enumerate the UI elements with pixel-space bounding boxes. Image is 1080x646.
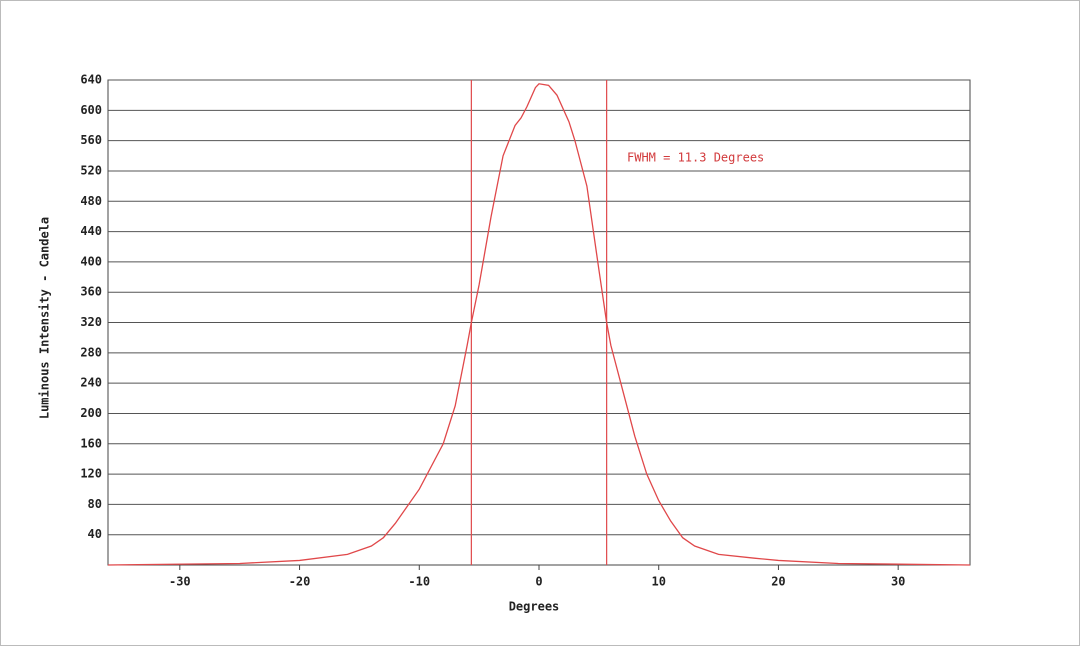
y-tick-label: 400 (80, 254, 102, 268)
y-tick-label: 560 (80, 133, 102, 147)
y-tick-label: 80 (88, 497, 102, 511)
x-tick-label: -20 (289, 575, 311, 589)
y-tick-label: 520 (80, 163, 102, 177)
y-tick-label: 240 (80, 376, 102, 390)
y-tick-label: 320 (80, 315, 102, 329)
y-tick-label: 200 (80, 406, 102, 420)
x-tick-label: 0 (535, 575, 542, 589)
annotation: FWHM = 11.3 Degrees (627, 151, 764, 165)
y-tick-label: 480 (80, 194, 102, 208)
y-tick-label: 440 (80, 224, 102, 238)
x-tick-label: 20 (771, 575, 785, 589)
x-tick-label: 30 (891, 575, 905, 589)
y-tick-label: 120 (80, 467, 102, 481)
y-tick-label: 160 (80, 436, 102, 450)
x-tick-label: -30 (169, 575, 191, 589)
y-tick-label: 280 (80, 345, 102, 359)
intensity-curve (107, 83, 971, 566)
x-axis-label: Degrees (509, 600, 560, 614)
y-tick-label: 360 (80, 285, 102, 299)
y-tick-label: 40 (88, 527, 102, 541)
x-tick-label: 10 (651, 575, 665, 589)
y-axis-label: Luminous Intensity - Candela (38, 217, 52, 419)
y-tick-label: 640 (80, 73, 102, 87)
y-tick-label: 600 (80, 103, 102, 117)
x-tick-label: -10 (408, 575, 430, 589)
